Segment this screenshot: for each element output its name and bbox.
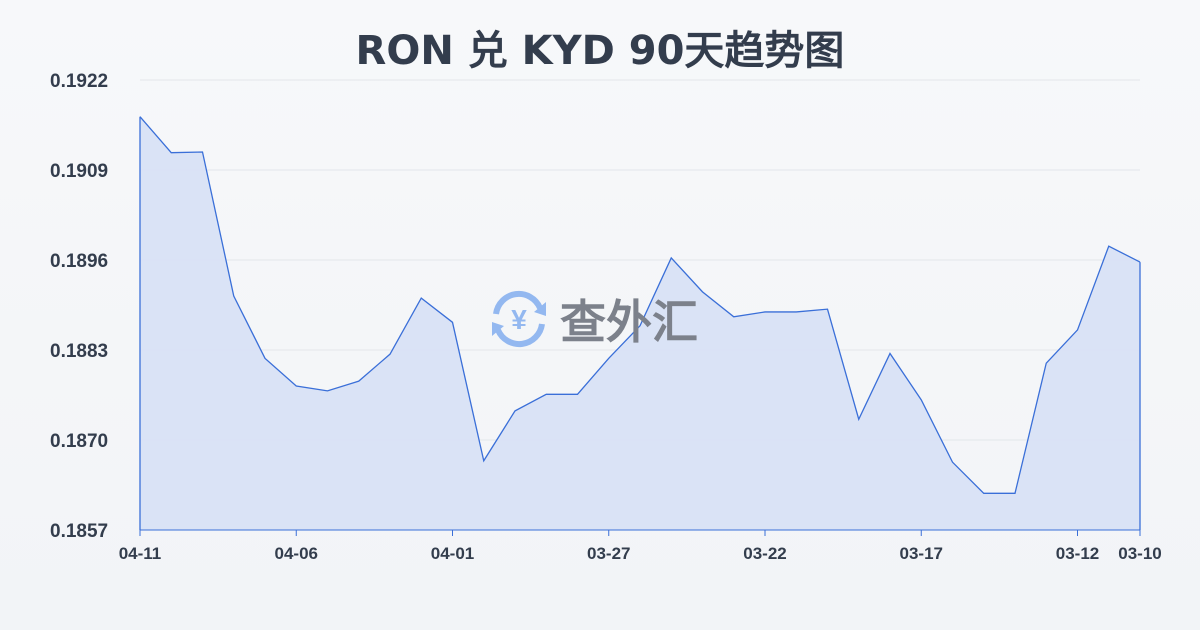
watermark: ¥ 查外汇 [488, 286, 698, 352]
watermark-text: 查外汇 [560, 295, 698, 349]
x-tick-label: 04-06 [275, 544, 318, 563]
y-tick-label: 0.1896 [50, 251, 108, 272]
y-tick-label: 0.1922 [50, 71, 108, 92]
x-tick-label: 03-10 [1118, 544, 1161, 563]
x-tick-label: 04-01 [431, 544, 474, 563]
area-fill [140, 116, 1140, 530]
svg-text:¥: ¥ [511, 304, 527, 335]
y-tick-label: 0.1857 [50, 521, 108, 542]
x-tick-label: 04-11 [119, 544, 162, 563]
y-tick-label: 0.1909 [50, 161, 108, 182]
x-tick-label: 03-27 [587, 544, 630, 563]
chart-title: RON 兑 KYD 90天趋势图 [355, 28, 845, 74]
y-tick-label: 0.1883 [50, 341, 108, 362]
x-tick-label: 03-17 [900, 544, 943, 563]
x-tick-label: 03-12 [1056, 544, 1099, 563]
y-tick-label: 0.1870 [50, 431, 108, 452]
x-tick-label: 03-22 [743, 544, 786, 563]
exchange-logo-icon: ¥ [492, 290, 546, 348]
